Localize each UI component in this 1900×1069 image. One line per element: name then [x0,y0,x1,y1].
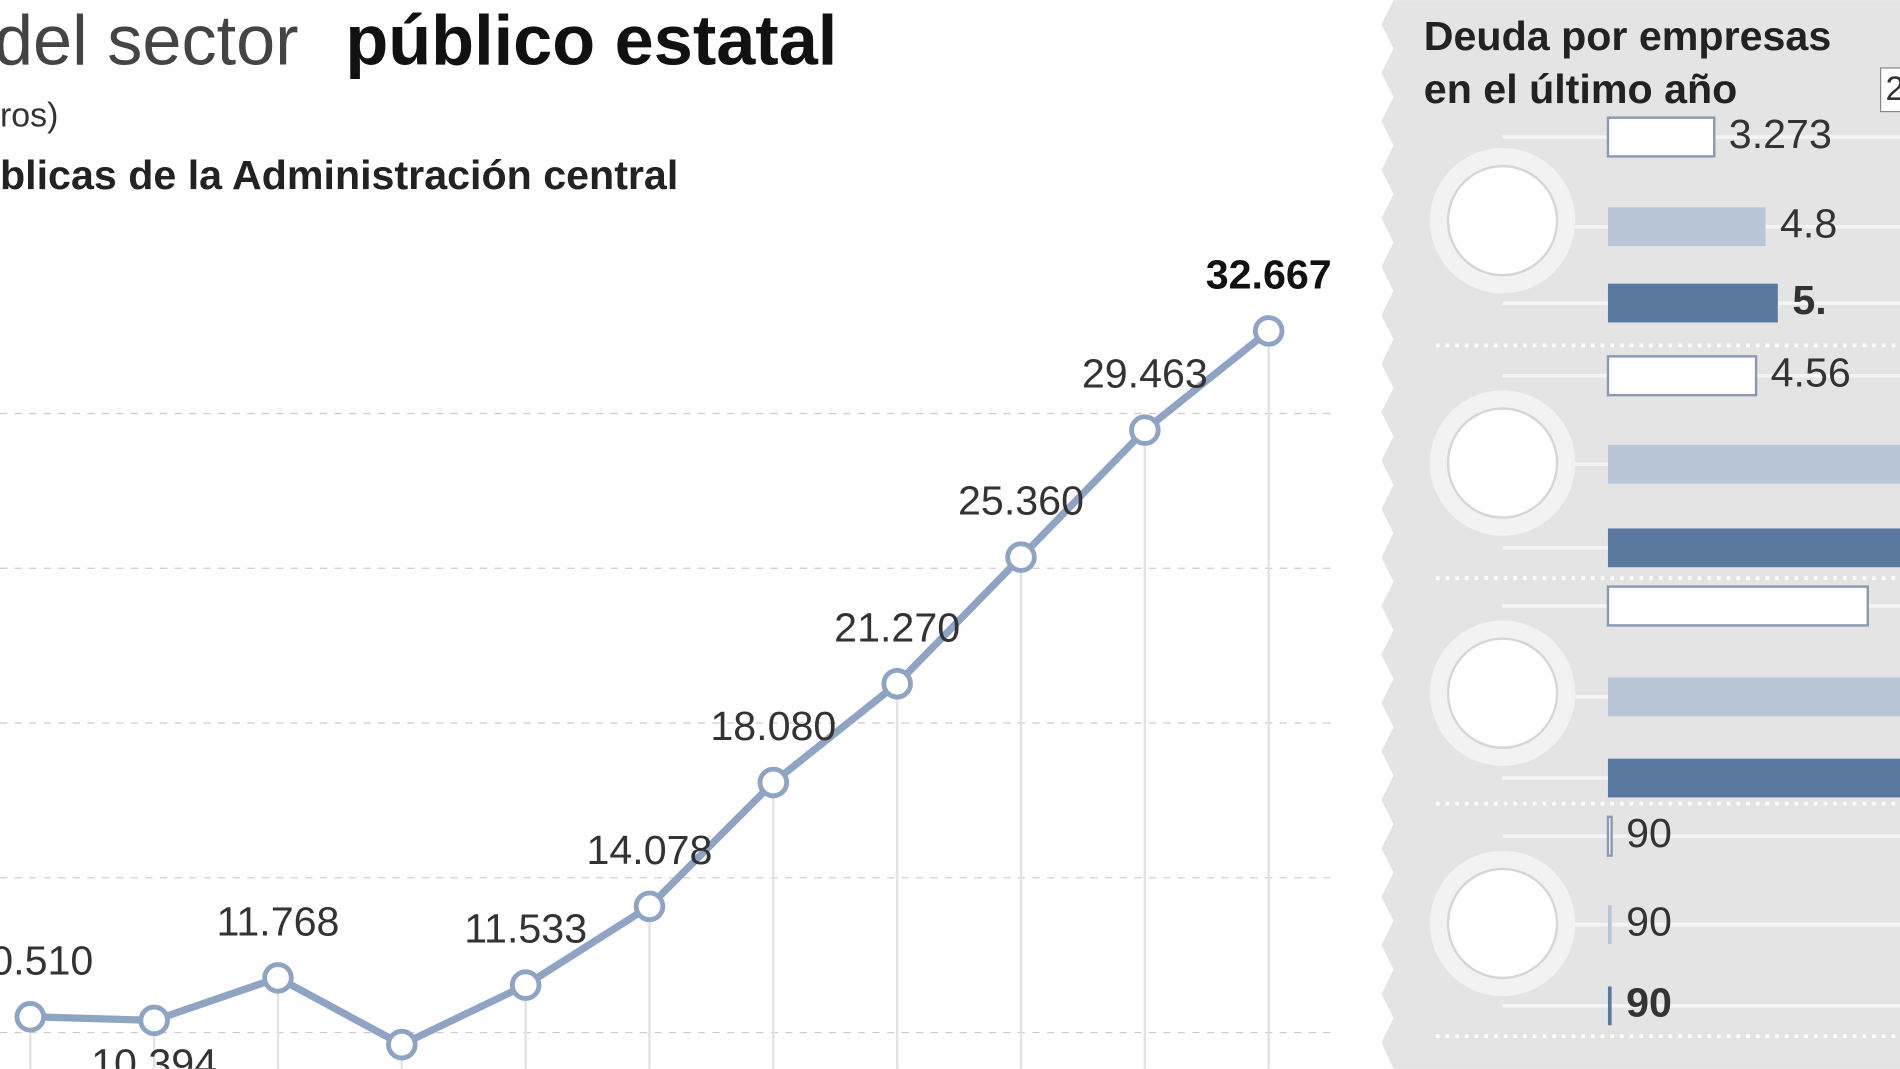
bar [1607,677,1900,717]
point [1129,414,1161,446]
legend-label: 2 [1885,70,1900,108]
point [386,1028,418,1061]
point [757,766,790,799]
bar [1607,905,1612,945]
data-label: 11.533 [464,906,587,952]
data-label: 10.510 [0,937,93,983]
chart-title: del sector [0,1,299,80]
data-label: 90 [1626,899,1672,945]
bar [1607,758,1900,798]
point [1005,541,1037,573]
point [1252,315,1285,347]
data-label: 90 [1626,980,1672,1026]
point [14,1001,47,1033]
point [138,1004,170,1037]
chart-title-bold: público estatal [345,1,837,80]
bar [1607,207,1766,247]
data-label: 32.667 [1206,251,1332,297]
bar [1606,116,1716,158]
data-label: 11.768 [217,898,340,944]
legend-box [1880,67,1900,113]
logo [1446,867,1559,980]
bar [1607,283,1778,323]
logo [1446,407,1559,519]
series-label: blicas de la Administración central [0,152,678,198]
data-label: 10.394 [91,1040,217,1069]
data-label: 18.080 [710,703,836,749]
point [509,969,542,1001]
data-label: 25.360 [958,478,1084,524]
point [262,962,294,994]
data-label: 5. [1792,277,1826,323]
logo [1446,637,1559,749]
data-label: 14.078 [586,827,712,873]
data-label: 3.273 [1729,111,1832,157]
bar [1606,585,1869,627]
bar [1607,986,1612,1026]
logo [1446,164,1559,277]
bar [1606,355,1758,397]
data-label: 4.8 [1780,201,1837,247]
panel-title: Deuda por empresas [1424,13,1831,59]
plot: 10.510 10.394 11.768 11.533 14.078 18.080 21.2… [0,111,1900,1069]
point [633,890,666,923]
point [881,667,913,700]
data-label: 4.56 [1771,350,1851,396]
data-label: 29.463 [1082,351,1208,397]
bar [1606,815,1613,857]
panel-title: en el último año [1424,66,1738,112]
bar [1607,444,1900,484]
chart-subtitle: ros) [0,97,58,135]
data-label: 21.270 [834,604,960,650]
data-label: 90 [1626,810,1672,856]
bar [1607,528,1900,568]
